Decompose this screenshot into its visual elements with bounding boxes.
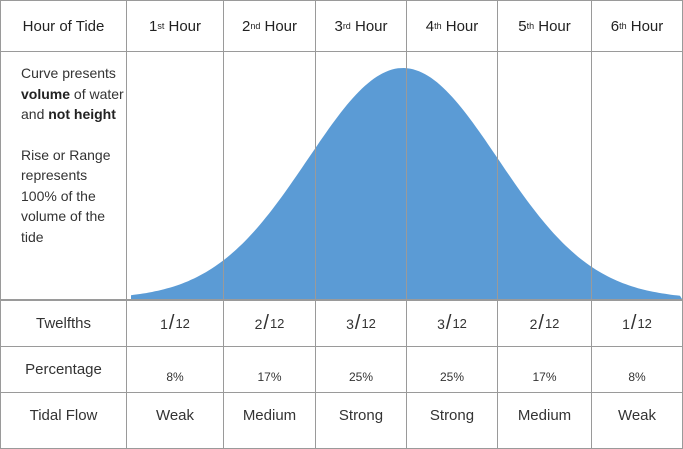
column-divider-2: [315, 1, 316, 448]
curve-description: Curve presents volume of water and not h…: [21, 63, 125, 247]
fraction-denominator: 12: [361, 316, 376, 331]
row-label-twelfths: Twelfths: [35, 315, 92, 332]
hour-word: Hour: [445, 17, 479, 35]
tidal-flow-cell-3: Strong: [338, 407, 384, 424]
fraction-numerator: 2: [254, 315, 263, 332]
hour-word: Hour: [538, 17, 571, 35]
row-divider-percentage: [1, 392, 682, 393]
hour-word: Hour: [168, 17, 202, 35]
fraction-slash: /: [263, 312, 269, 334]
hour-number: 3: [334, 17, 343, 35]
fraction-slash: /: [630, 312, 637, 334]
fraction-denominator: 12: [175, 316, 190, 331]
twelfths-cell-5: 2/12: [498, 301, 591, 346]
hour-word: Hour: [355, 17, 388, 35]
chart-divider: [1, 299, 682, 301]
tidal-flow-cell-1: Weak: [155, 407, 195, 424]
description-text: of water and: [21, 85, 124, 123]
column-divider-5: [591, 1, 592, 448]
tidal-flow-cell-6: Weak: [617, 407, 657, 424]
fraction-slash: /: [354, 312, 361, 334]
percentage-cell-4: 25%: [439, 369, 465, 384]
header-label: Hour of Tide: [22, 17, 105, 35]
hour-number: 2: [241, 17, 251, 35]
description-bold-not-height: not height: [48, 106, 116, 122]
tidal-flow-cell-4: Strong: [429, 407, 475, 424]
percentage-cell-1: 8%: [166, 369, 184, 384]
percentage-cell-6: 8%: [628, 369, 646, 384]
fraction-numerator: 1: [622, 315, 630, 332]
fraction-numerator: 3: [346, 315, 354, 332]
row-label-percentage: Percentage: [25, 361, 102, 378]
row-label-tidal-flow: Tidal Flow: [29, 407, 98, 424]
column-divider-4: [497, 1, 498, 448]
hour-number: 6: [610, 17, 620, 35]
hour-number: 1: [148, 17, 158, 35]
description-volume-note: Curve presents volume of water and not h…: [21, 63, 125, 125]
tidal-flow-cell-5: Medium: [517, 407, 572, 424]
header-divider: [1, 51, 682, 52]
hour-word: Hour: [630, 17, 664, 35]
column-divider-3: [406, 1, 407, 448]
fraction-denominator: 12: [544, 316, 560, 331]
percentage-cell-2: 17%: [257, 369, 282, 384]
hour-number: 4: [425, 17, 435, 35]
hour-word: Hour: [264, 17, 298, 35]
fraction-numerator: 2: [529, 315, 538, 332]
fraction-slash: /: [538, 312, 544, 334]
fraction-slash: /: [445, 312, 452, 334]
percentage-cell-3: 25%: [348, 369, 374, 384]
description-bold-volume: volume: [21, 85, 71, 102]
fraction-slash: /: [168, 312, 175, 334]
twelfths-cell-6: 1/12: [592, 301, 682, 346]
fraction-numerator: 3: [437, 315, 445, 332]
column-divider-1: [223, 1, 224, 448]
twelfths-cell-2: 2/12: [224, 301, 315, 346]
twelfths-cell-4: 3/12: [407, 301, 497, 346]
description-range-note: Rise or Range represents 100% of the vol…: [21, 146, 111, 245]
row-divider-twelfths: [1, 346, 682, 347]
tidal-flow-cell-2: Medium: [242, 407, 297, 424]
fraction-denominator: 12: [269, 316, 285, 331]
fraction-numerator: 1: [160, 315, 168, 332]
fraction-denominator: 12: [637, 316, 652, 331]
percentage-cell-5: 17%: [532, 369, 557, 384]
description-text: Curve presents: [21, 65, 116, 81]
column-divider-label: [126, 1, 127, 448]
hour-number: 5: [518, 17, 527, 35]
twelfths-cell-3: 3/12: [316, 301, 406, 346]
twelfths-cell-1: 1/12: [127, 301, 223, 346]
fraction-denominator: 12: [452, 316, 467, 331]
